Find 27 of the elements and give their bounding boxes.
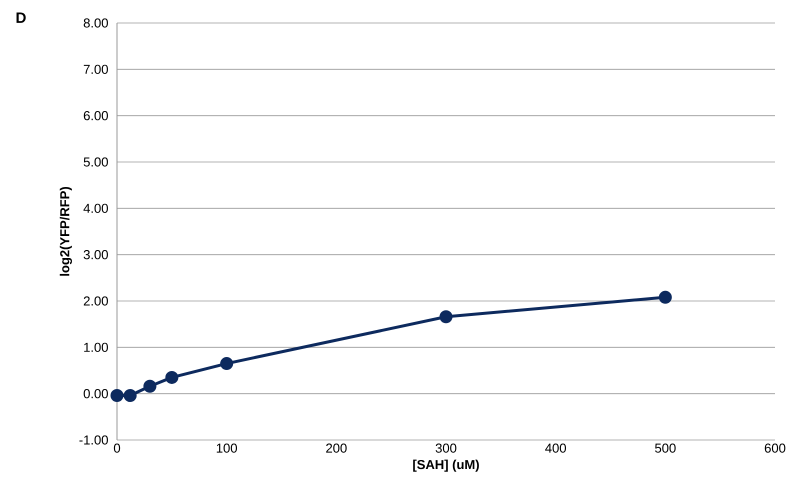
point xyxy=(658,290,672,304)
x-tick-label: 200 xyxy=(326,444,347,453)
x-tick-label: 100 xyxy=(216,444,238,453)
y-axis-title: log2(YFP/RFP) xyxy=(60,186,72,276)
point xyxy=(110,389,124,402)
y-tick-label: 1.00 xyxy=(84,342,108,352)
x-tick-label: 600 xyxy=(764,444,786,453)
point xyxy=(124,389,137,402)
y-tick-label: -1.00 xyxy=(79,435,108,445)
x-axis-title: [SAH] (uM) xyxy=(413,460,479,472)
y-tick-label: 3.00 xyxy=(84,250,108,260)
point xyxy=(440,310,453,324)
y-tick-label: 5.00 xyxy=(84,157,108,167)
x-tick-label: 400 xyxy=(545,444,566,453)
y-tick-label: 8.00 xyxy=(84,18,108,28)
y-tick-label: 4.00 xyxy=(83,204,108,213)
x-tick-label: 0 xyxy=(114,444,120,453)
y-tick-label: 2.00 xyxy=(84,296,108,306)
point xyxy=(165,370,178,384)
point xyxy=(220,357,234,370)
y-tick-label: 0.00 xyxy=(84,389,108,398)
x-tick-label: 300 xyxy=(436,444,456,453)
point xyxy=(143,380,156,393)
y-tick-label: 7.00 xyxy=(84,64,108,74)
x-tick-label: 500 xyxy=(655,444,676,453)
text: D xyxy=(16,12,26,23)
y-tick-label: 6.00 xyxy=(84,111,108,120)
